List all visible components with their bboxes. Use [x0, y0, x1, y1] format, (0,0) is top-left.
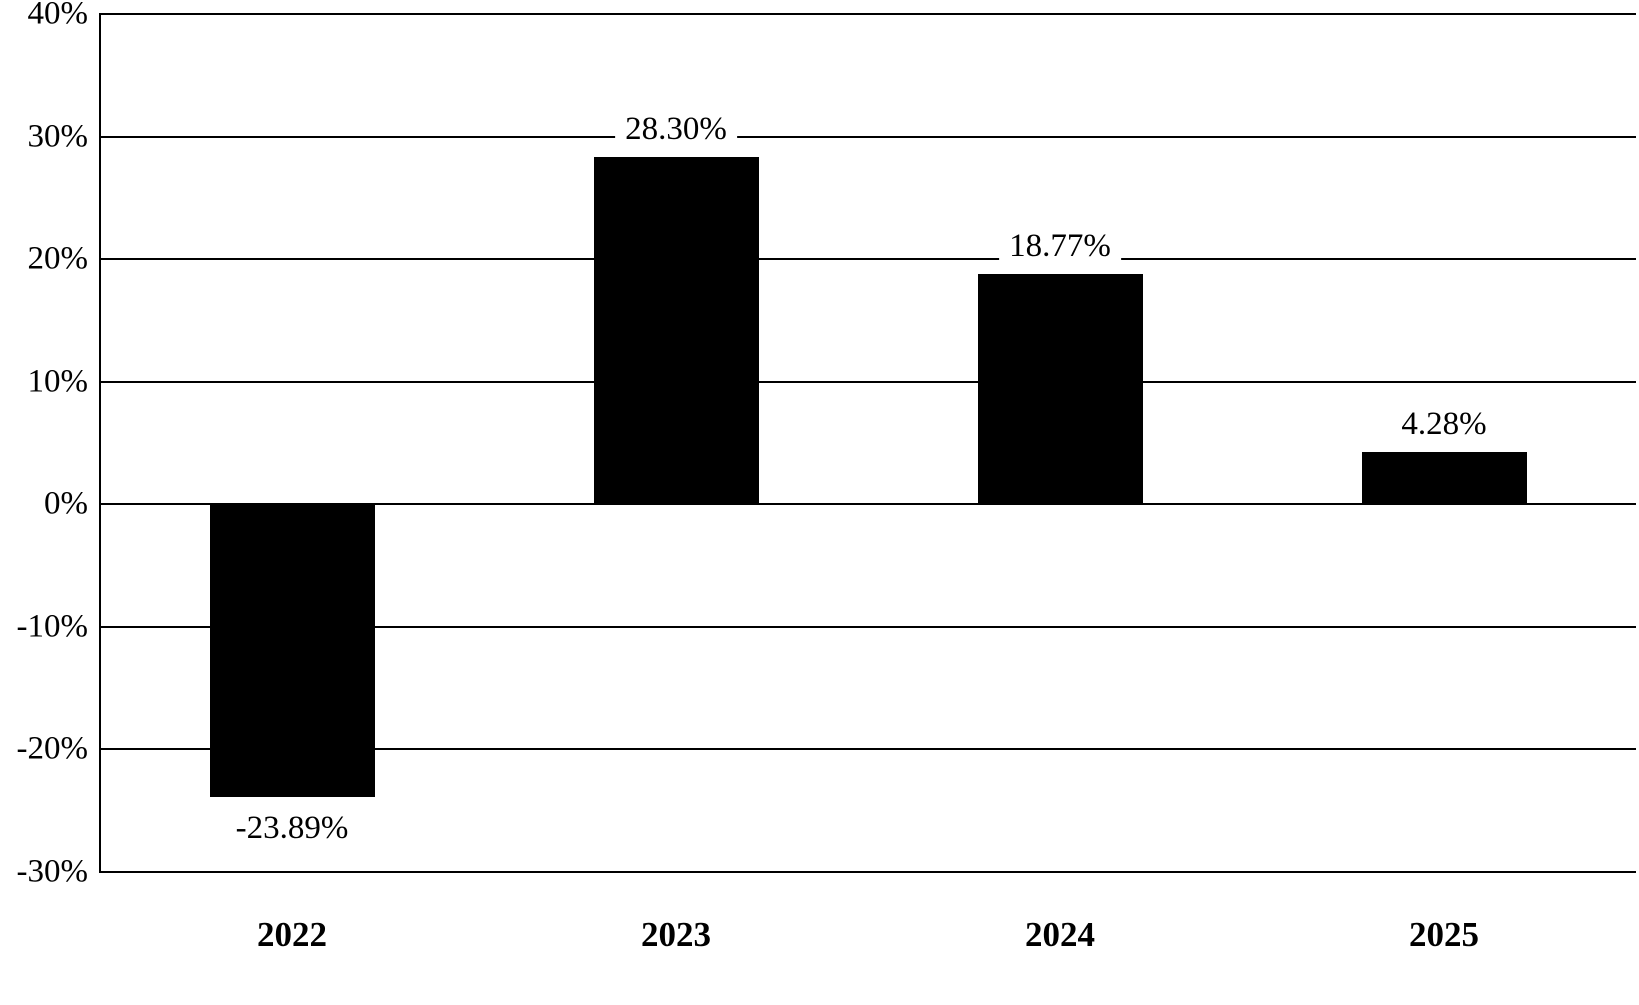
y-axis-tick-label: 20%	[27, 240, 89, 277]
gridline	[100, 748, 1636, 751]
data-label-2023: 28.30%	[615, 110, 737, 150]
y-axis-tick-label: 30%	[27, 118, 89, 155]
bar-2025	[1361, 451, 1527, 505]
gridline	[100, 625, 1636, 628]
data-label-2024: 18.77%	[999, 227, 1121, 267]
y-axis-tick-label: -30%	[16, 853, 88, 890]
x-axis-tick-label-2024: 2024	[1025, 915, 1095, 954]
y-axis-tick-label: 0%	[44, 485, 88, 522]
y-axis-line	[99, 13, 101, 873]
bar-2023	[593, 157, 759, 505]
y-axis-tick-label: 10%	[27, 363, 89, 400]
gridline	[100, 258, 1636, 261]
y-axis-tick-label: -10%	[16, 608, 88, 645]
gridline	[100, 380, 1636, 383]
data-label-2022: -23.89%	[225, 809, 359, 849]
gridline	[100, 13, 1636, 15]
y-axis-tick-label: -20%	[16, 730, 88, 767]
data-label-2025: 4.28%	[1391, 404, 1497, 444]
gridline	[100, 871, 1636, 873]
bar-2024	[977, 274, 1143, 505]
gridline	[100, 503, 1636, 506]
x-axis-tick-label-2025: 2025	[1409, 915, 1479, 954]
bar-2022	[209, 504, 375, 798]
gridline	[100, 135, 1636, 138]
x-axis-tick-label-2023: 2023	[641, 915, 711, 954]
y-axis-tick-label: 40%	[27, 0, 89, 32]
x-axis-tick-label-2022: 2022	[257, 915, 327, 954]
